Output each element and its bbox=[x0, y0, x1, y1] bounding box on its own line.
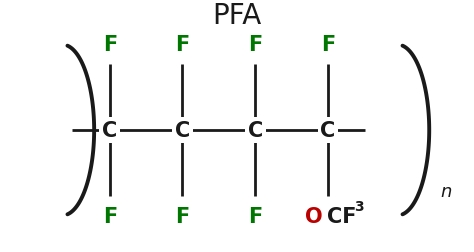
Text: F: F bbox=[248, 35, 262, 54]
Text: PFA: PFA bbox=[212, 3, 262, 30]
Text: F: F bbox=[248, 207, 262, 227]
Text: F: F bbox=[321, 35, 335, 54]
Text: C: C bbox=[247, 120, 263, 140]
Text: C: C bbox=[175, 120, 190, 140]
Text: n: n bbox=[440, 183, 452, 201]
Text: F: F bbox=[103, 207, 117, 227]
Text: C: C bbox=[102, 120, 118, 140]
Text: F: F bbox=[175, 207, 190, 227]
Text: F: F bbox=[175, 35, 190, 54]
Text: O: O bbox=[305, 207, 323, 227]
Text: CF: CF bbox=[327, 207, 356, 227]
Text: C: C bbox=[320, 120, 336, 140]
Text: F: F bbox=[103, 35, 117, 54]
Text: 3: 3 bbox=[355, 199, 364, 213]
